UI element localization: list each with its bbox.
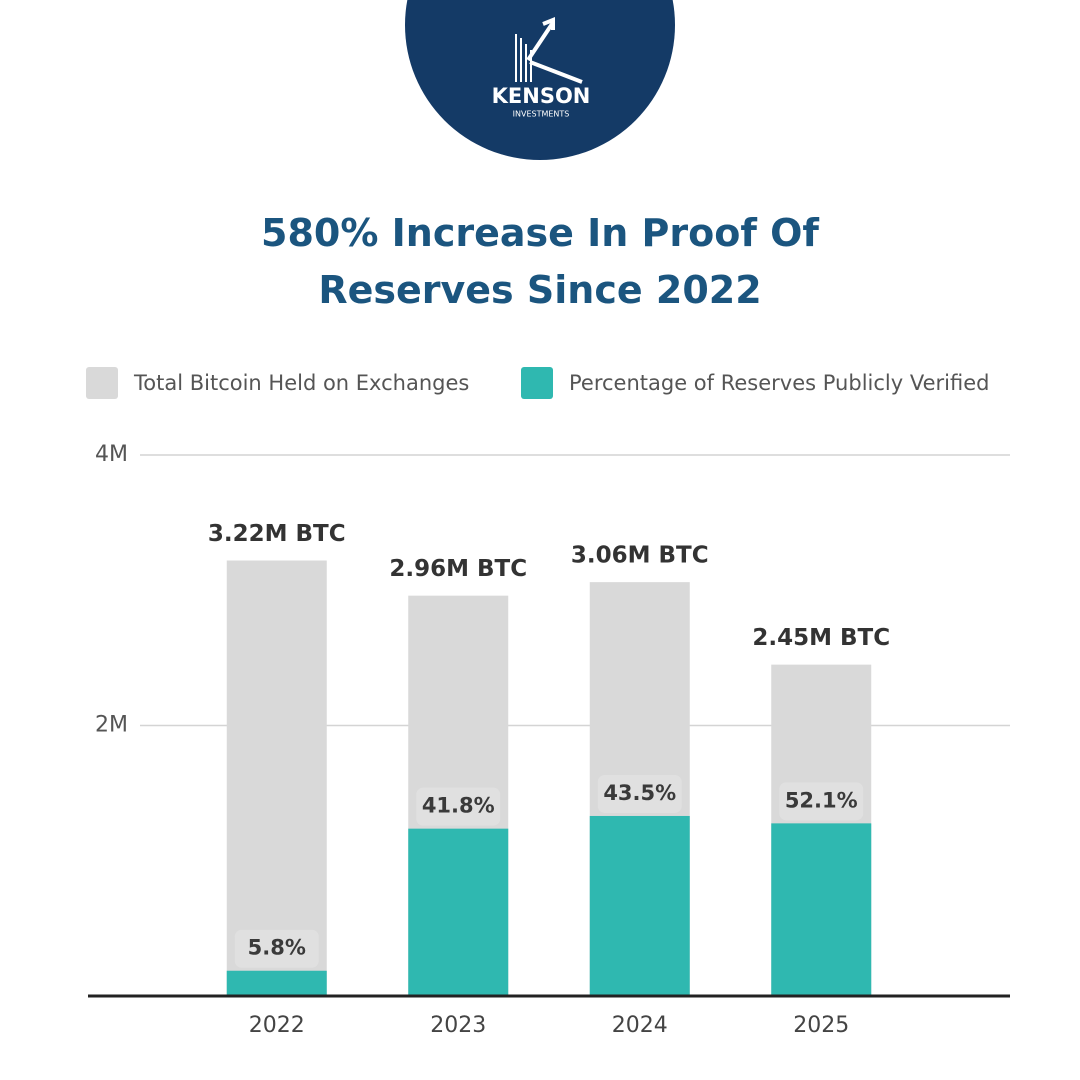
percent-label-box bbox=[234, 929, 319, 968]
chart-title: 580% Increase In Proof Of Reserves Since… bbox=[261, 211, 819, 312]
x-tick-label: 2022 bbox=[249, 1013, 305, 1038]
value-label: 3.22M BTC bbox=[208, 521, 346, 547]
percent-label: 41.8% bbox=[422, 794, 495, 818]
percent-label: 43.5% bbox=[603, 781, 676, 805]
percent-label-box bbox=[597, 774, 682, 813]
legend-label: Percentage of Reserves Publicly Verified bbox=[569, 371, 989, 395]
percent-label: 52.1% bbox=[785, 788, 858, 812]
value-label: 3.06M BTC bbox=[571, 543, 709, 569]
logo-mark bbox=[515, 17, 583, 84]
logo-tagline: INVESTMENTS bbox=[513, 110, 570, 119]
logo-circle bbox=[405, 0, 675, 160]
bar-verified bbox=[226, 970, 327, 996]
bar-verified bbox=[408, 828, 509, 996]
y-tick-label: 2M bbox=[95, 713, 128, 738]
x-tick-label: 2023 bbox=[430, 1013, 486, 1038]
legend-label: Total Bitcoin Held on Exchanges bbox=[133, 371, 469, 395]
percent-label: 5.8% bbox=[248, 936, 306, 960]
logo-name: KENSON bbox=[492, 84, 591, 108]
x-tick-label: 2025 bbox=[793, 1013, 849, 1038]
percent-label-box bbox=[416, 787, 501, 826]
value-label: 2.45M BTC bbox=[752, 625, 890, 651]
y-tick-label: 4M bbox=[95, 442, 128, 467]
legend-swatch bbox=[86, 367, 118, 399]
bar-total bbox=[226, 560, 327, 996]
legend-swatch bbox=[521, 367, 553, 399]
bar-verified bbox=[771, 823, 872, 996]
percent-label-box bbox=[779, 782, 864, 821]
x-tick-label: 2024 bbox=[612, 1013, 668, 1038]
value-label: 2.96M BTC bbox=[389, 556, 527, 582]
bar-verified bbox=[589, 815, 690, 996]
